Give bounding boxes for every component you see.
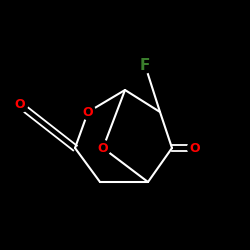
- Text: O: O: [98, 142, 108, 154]
- Text: O: O: [15, 98, 25, 112]
- Circle shape: [137, 57, 153, 73]
- Circle shape: [188, 140, 202, 156]
- Text: O: O: [190, 142, 200, 154]
- Circle shape: [96, 140, 110, 156]
- Text: F: F: [140, 58, 150, 72]
- Circle shape: [80, 104, 96, 120]
- Circle shape: [12, 98, 28, 112]
- Text: O: O: [83, 106, 93, 118]
